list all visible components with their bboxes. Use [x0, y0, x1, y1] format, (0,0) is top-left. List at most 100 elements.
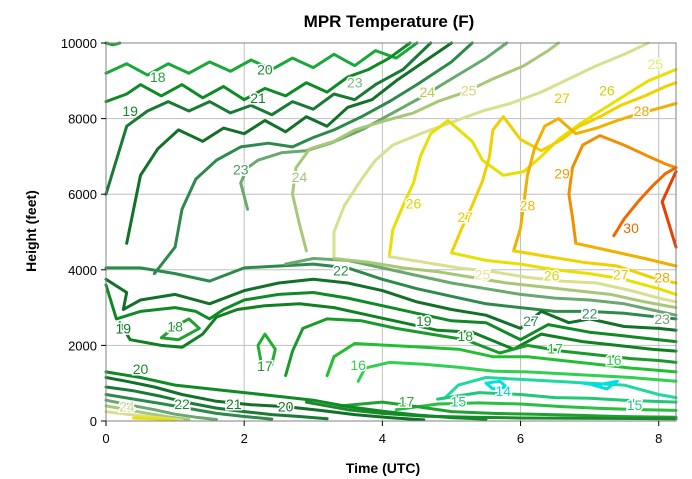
contour-line-31: [660, 170, 678, 249]
contour-line-17: [339, 400, 678, 419]
contour-line-24: [332, 257, 678, 310]
contour-label: 26: [599, 82, 615, 98]
contour-line-16: [394, 401, 678, 412]
y-tick-label: 4000: [68, 263, 97, 278]
contour-line-19: [118, 302, 678, 353]
contour-line-14: [484, 379, 509, 391]
contour-label: 25: [461, 82, 477, 98]
contour-label: 23: [654, 311, 670, 327]
y-tick-label: 10000: [61, 36, 97, 51]
contour-line-20: [104, 41, 433, 196]
contour-line-16: [356, 360, 678, 383]
contour-line-17: [104, 41, 122, 47]
contour-label: 19: [416, 313, 432, 329]
contour-line-18: [104, 41, 419, 77]
contour-label: 18: [457, 328, 473, 344]
contour-label: 22: [582, 305, 598, 321]
contour-line-15: [436, 391, 678, 404]
contour-label: 26: [544, 267, 560, 283]
contour-line-15: [443, 376, 678, 400]
contour-label: 25: [647, 56, 663, 72]
y-tick-label: 8000: [68, 112, 97, 127]
contour-label: 17: [399, 393, 415, 409]
contour-label: 21: [250, 90, 266, 106]
contour-label: 16: [350, 357, 366, 373]
y-tick-label: 0: [90, 414, 97, 429]
contour-label: 27: [613, 266, 629, 282]
contour-line-25: [387, 255, 678, 304]
contour-label: 30: [623, 220, 639, 236]
contour-label: 20: [257, 61, 273, 77]
contour-label: 24: [419, 84, 435, 100]
contour-label: 21: [226, 396, 242, 412]
contour-line-26: [450, 251, 678, 296]
chart-title: MPR Temperature (F): [304, 12, 475, 31]
contour-label: 14: [495, 383, 511, 399]
contour-line-23: [104, 398, 218, 421]
contour-line-17: [256, 332, 277, 366]
contour-line-24: [104, 404, 191, 421]
contour-label: 22: [333, 263, 349, 279]
contour-label: 24: [119, 399, 135, 415]
x-tick-label: 8: [655, 431, 662, 446]
contour-line-28: [512, 102, 678, 253]
contour-line-28: [574, 241, 678, 268]
x-tick-label: 2: [241, 431, 248, 446]
contour-line-27: [450, 81, 678, 255]
x-tick-label: 0: [102, 431, 109, 446]
x-tick-label: 6: [517, 431, 524, 446]
contour-line-20: [104, 283, 678, 344]
contour-label: 15: [451, 393, 467, 409]
contour-label: 28: [634, 103, 650, 119]
contour-label: 28: [654, 269, 670, 285]
contour-label: 27: [554, 90, 570, 106]
y-tick-label: 6000: [68, 187, 97, 202]
contour-line-29: [567, 134, 678, 245]
contour-label: 23: [233, 162, 249, 178]
contour-line-27: [512, 249, 678, 285]
contour-label: 16: [606, 352, 622, 368]
contour-label: 15: [627, 397, 643, 413]
contour-label: 19: [115, 320, 131, 336]
y-tick-label: 2000: [68, 338, 97, 353]
contour-line-26: [387, 68, 678, 259]
contour-line-21: [125, 41, 453, 245]
contour-label: 27: [457, 209, 473, 225]
contour-label: 28: [520, 198, 536, 214]
contour-label: 27: [523, 313, 539, 329]
contour-line-18: [284, 317, 678, 378]
contour-label: 26: [406, 196, 422, 212]
contour-label: 29: [554, 165, 570, 181]
contour-line-22: [152, 41, 474, 276]
contour-label: 17: [547, 340, 563, 356]
contour-line-14: [581, 379, 619, 391]
contour-line-18: [159, 317, 201, 342]
contour-line-19: [104, 370, 488, 421]
contour-label: 24: [292, 169, 308, 185]
contour-label: 25: [475, 266, 491, 282]
contour-line-22: [104, 393, 274, 421]
contour-line-21: [104, 385, 329, 421]
contour-label: 19: [122, 103, 138, 119]
contour-line-22: [104, 262, 678, 321]
contour-line-30: [612, 166, 678, 238]
contour-line-24: [291, 41, 560, 253]
contour-lines: [104, 41, 678, 422]
contour-line-20: [104, 376, 426, 422]
y-axis-ticks: 0 2000 4000 6000 8000 10000: [61, 36, 106, 429]
plot-area-frame: [105, 42, 677, 422]
contour-line-26: [132, 416, 177, 422]
contour-label: 18: [167, 319, 183, 335]
contour-label: 18: [150, 69, 166, 85]
contour-label: 20: [278, 399, 294, 415]
contour-label: 17: [257, 358, 273, 374]
x-axis-ticks: 0 2 4 6 8: [102, 421, 662, 446]
x-tick-label: 4: [379, 431, 386, 446]
contour-line-17: [325, 342, 678, 378]
contour-label: 23: [347, 75, 363, 91]
contour-line-21: [104, 277, 678, 332]
y-axis-title: Height (feet): [23, 190, 39, 272]
contour-label: 20: [133, 361, 149, 377]
contour-labels: 18 20 19 21 23 24 25 25 26 27 28 23 24 29 26 27 28 30 22 25…: [114, 54, 672, 416]
